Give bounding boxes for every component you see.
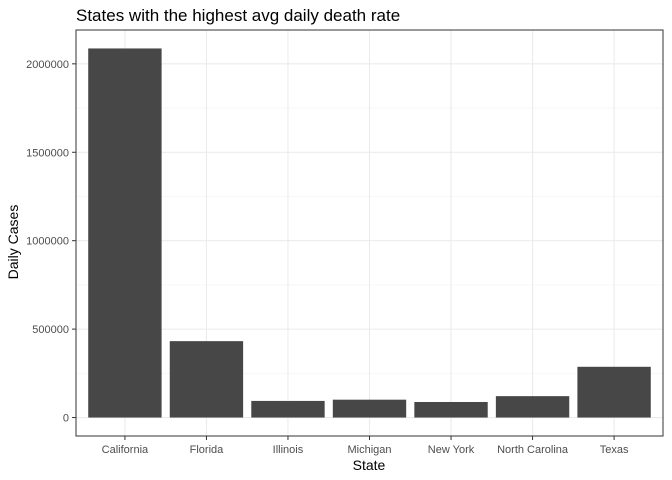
x-tick-label: California [102, 444, 149, 456]
bar-texas [577, 366, 651, 418]
y-tick-label: 1000000 [26, 236, 69, 248]
y-tick-label: 500000 [32, 324, 69, 336]
y-axis-ticks: 0 500000 1000000 1500000 2000000 [26, 59, 76, 425]
bar-california [88, 48, 162, 418]
chart-title: States with the highest avg daily death … [76, 6, 400, 25]
x-tick-label: Illinois [273, 444, 304, 456]
bar-new-york [414, 401, 488, 418]
x-tick-label: Florida [190, 444, 225, 456]
bar-michigan [332, 399, 407, 418]
y-axis-title: Daily Cases [5, 205, 21, 280]
x-tick-label: Texas [600, 444, 629, 456]
x-axis-ticks: California Florida Illinois Michigan New Yor… [102, 436, 629, 456]
y-tick-label: 0 [63, 413, 69, 425]
x-tick-label: Michigan [347, 444, 391, 456]
bars [88, 48, 651, 418]
y-tick-label: 2000000 [26, 59, 69, 71]
x-axis-title: State [353, 457, 386, 473]
major-gridlines [76, 30, 663, 436]
x-tick-label: North Carolina [497, 444, 569, 456]
y-tick-label: 1500000 [26, 147, 69, 159]
bar-north-carolina [495, 396, 570, 418]
x-tick-label: New York [428, 444, 475, 456]
bar-illinois [251, 400, 325, 418]
bar-florida [169, 341, 244, 418]
